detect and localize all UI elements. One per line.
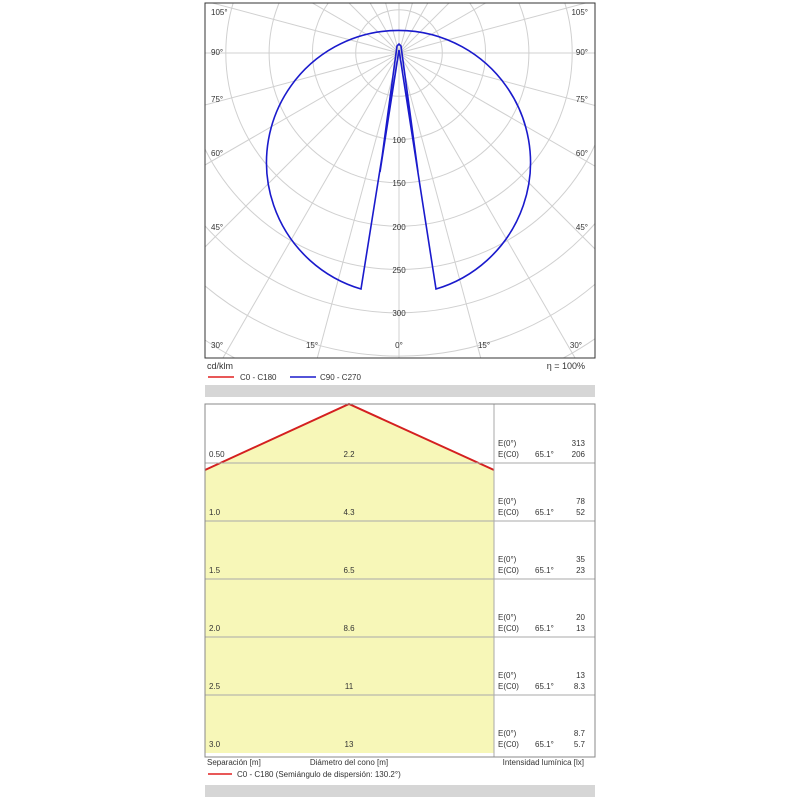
grid-ray (210, 3, 400, 54)
legend-entry: C90 - C270 (320, 373, 361, 382)
diameter-label: 13 (345, 740, 354, 749)
angle-label: 30° (570, 341, 582, 350)
grid-ray (316, 52, 400, 358)
angle-label: 75° (211, 95, 223, 104)
height-label: 3.0 (209, 740, 221, 749)
grid-ray (205, 52, 400, 248)
angle-label: 45° (576, 223, 588, 232)
separator-bar (205, 785, 595, 797)
ec0-value: 23 (576, 566, 585, 575)
footer-label: Intensidad lumínica [lx] (503, 758, 584, 767)
polar-frame (204, 2, 596, 359)
grid-ray (398, 52, 595, 250)
angle-label: 30° (211, 341, 223, 350)
e0-value: 13 (576, 671, 585, 680)
e0-label: E(0°) (498, 555, 517, 564)
e0-value: 313 (572, 439, 586, 448)
ec0-value: 52 (576, 508, 585, 517)
angle-label: 90° (576, 48, 588, 57)
ec0-value: 206 (572, 450, 586, 459)
separator-bar (205, 385, 595, 397)
height-label: 2.0 (209, 624, 221, 633)
legend-entry: C0 - C180 (240, 373, 277, 382)
ec0-label: E(C0) (498, 566, 519, 575)
angle-label: 75° (576, 95, 588, 104)
e0-value: 35 (576, 555, 585, 564)
ec0-value: 5.7 (574, 740, 586, 749)
angle-value: 65.1° (535, 508, 554, 517)
footer-label: Diámetro del cono [m] (310, 758, 388, 767)
e0-label: E(0°) (498, 497, 517, 506)
angle-value: 65.1° (535, 624, 554, 633)
grid-ray (205, 52, 400, 106)
grid-ray (222, 52, 400, 358)
angle-label: 60° (211, 149, 223, 158)
ec0-value: 13 (576, 624, 585, 633)
diameter-label: 6.5 (343, 566, 355, 575)
grid-circle (0, 0, 800, 486)
grid-ray (205, 52, 400, 166)
e0-label: E(0°) (498, 613, 517, 622)
e0-value: 78 (576, 497, 585, 506)
angle-value: 65.1° (535, 740, 554, 749)
angle-label: 105° (211, 8, 228, 17)
radial-label: 100 (392, 136, 406, 145)
angle-label: 60° (576, 149, 588, 158)
ec0-label: E(C0) (498, 740, 519, 749)
e0-label: E(0°) (498, 729, 517, 738)
efficiency-label: η = 100% (547, 361, 585, 371)
angle-value: 65.1° (535, 682, 554, 691)
angle-label: 0° (395, 341, 403, 350)
ec0-label: E(C0) (498, 682, 519, 691)
diameter-label: 11 (345, 682, 354, 691)
e0-value: 8.7 (574, 729, 586, 738)
ec0-value: 8.3 (574, 682, 586, 691)
height-label: 1.5 (209, 566, 221, 575)
ec0-label: E(C0) (498, 624, 519, 633)
radial-label: 200 (392, 223, 406, 232)
height-label: 0.50 (209, 450, 225, 459)
e0-label: E(0°) (498, 671, 517, 680)
grid-ray (398, 52, 595, 107)
ec0-label: E(C0) (498, 508, 519, 517)
height-label: 2.5 (209, 682, 221, 691)
polar-grid (0, 0, 800, 486)
ec0-label: E(C0) (498, 450, 519, 459)
angle-value: 65.1° (535, 450, 554, 459)
angle-label: 90° (211, 48, 223, 57)
angle-label: 45° (211, 223, 223, 232)
grid-ray (398, 3, 588, 54)
cone-legend: C0 - C180 (Semiángulo de dispersión: 130… (237, 770, 401, 779)
grid-ray (398, 52, 576, 358)
grid-ray (398, 52, 595, 167)
angle-value: 65.1° (535, 566, 554, 575)
angle-label: 15° (306, 341, 318, 350)
radial-label: 300 (392, 309, 406, 318)
diameter-label: 4.3 (343, 508, 355, 517)
e0-value: 20 (576, 613, 585, 622)
c90-curve (265, 29, 532, 291)
diameter-label: 8.6 (343, 624, 355, 633)
cone-frame (204, 403, 596, 758)
radial-label: 250 (392, 266, 406, 275)
grid-ray (398, 52, 482, 358)
e0-label: E(0°) (498, 439, 517, 448)
angle-label: 105° (571, 8, 588, 17)
footer-label: Separación [m] (207, 758, 261, 767)
unit-label: cd/klm (207, 361, 233, 371)
diameter-label: 2.2 (343, 450, 355, 459)
angle-label: 15° (478, 341, 490, 350)
radial-label: 150 (392, 179, 406, 188)
height-label: 1.0 (209, 508, 221, 517)
